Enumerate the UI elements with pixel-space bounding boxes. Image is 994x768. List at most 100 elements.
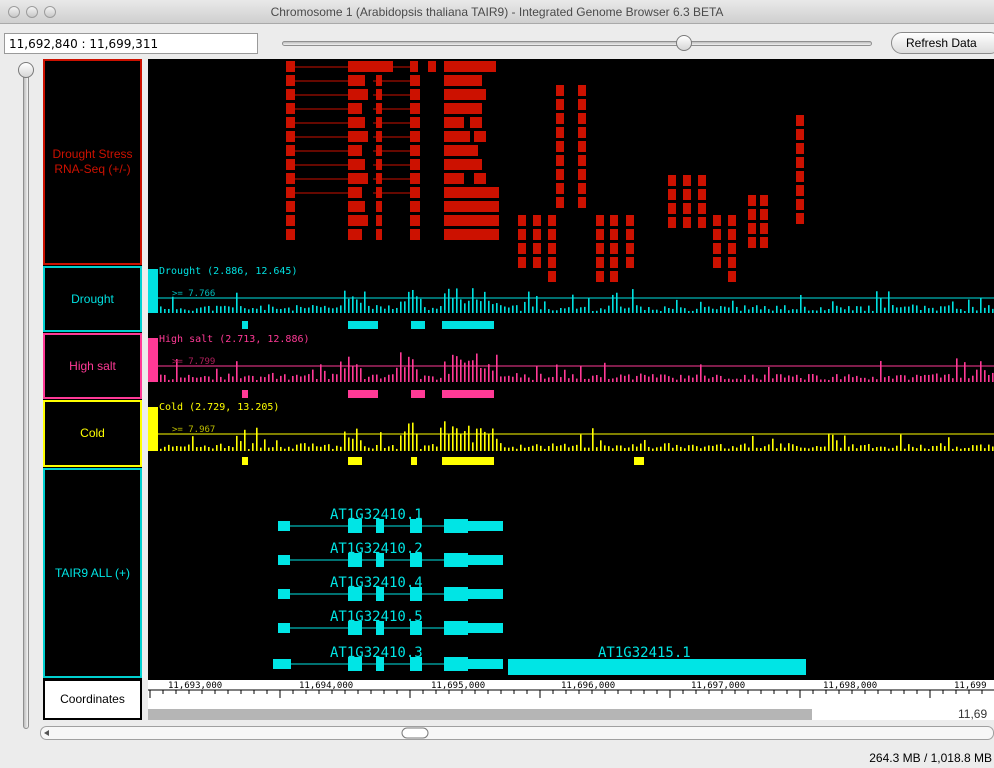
coverage-bar: [988, 374, 990, 382]
coverage-bar: [928, 448, 930, 451]
coverage-bar: [668, 443, 670, 451]
track-label-tair9[interactable]: TAIR9 ALL (+): [43, 468, 142, 678]
coverage-bar: [668, 307, 670, 313]
coverage-bar: [396, 448, 398, 451]
coverage-bar: [584, 378, 586, 382]
coverage-bar: [616, 377, 618, 382]
read-block: [596, 243, 604, 254]
window-zoom-icon[interactable]: [44, 6, 56, 18]
coverage-bar: [792, 309, 794, 313]
read-block: [668, 189, 676, 200]
coverage-bar: [600, 377, 602, 382]
read-block: [410, 103, 420, 114]
window-close-icon[interactable]: [8, 6, 20, 18]
gene-label-at1g32410-5[interactable]: AT1G32410.5: [330, 609, 423, 625]
coverage-bar: [428, 375, 430, 382]
coverage-bar: [424, 445, 426, 451]
coverage-bar: [456, 428, 458, 451]
scroll-thumb[interactable]: [401, 727, 429, 739]
coverage-bar: [884, 307, 886, 313]
coverage-bar: [244, 429, 246, 451]
refresh-data-button[interactable]: Refresh Data: [891, 32, 994, 54]
coverage-bar: [408, 423, 410, 451]
read-block: [578, 155, 586, 166]
coverage-bar: [372, 374, 374, 382]
coverage-bar: [976, 369, 978, 382]
coverage-bar: [184, 309, 186, 313]
coverage-bar: [484, 368, 486, 382]
track-view[interactable]: Drought (2.886, 12.645) >= 7.766 High sa…: [148, 59, 994, 680]
track-label-cold[interactable]: Cold: [43, 400, 142, 467]
coverage-bar: [288, 379, 290, 382]
coverage-bar: [300, 376, 302, 382]
horizontal-zoom-slider[interactable]: [282, 41, 872, 46]
coverage-bar: [360, 368, 362, 382]
coverage-bar: [652, 448, 654, 451]
coordinate-axis[interactable]: 11,693,000 11,694,000 11,695,000 11,696,…: [148, 680, 994, 720]
vertical-zoom-slider[interactable]: [23, 64, 29, 729]
coverage-bar: [936, 373, 938, 382]
coverage-bar: [920, 376, 922, 382]
coverage-bar: [536, 366, 538, 382]
coordinate-input[interactable]: [4, 33, 258, 54]
coverage-bar: [352, 438, 354, 451]
coverage-bar: [600, 440, 602, 451]
memory-readout: 264.3 MB / 1,018.8 MB: [869, 751, 992, 765]
coverage-bar: [504, 306, 506, 313]
read-block: [444, 173, 464, 184]
coverage-bar: [376, 305, 378, 313]
track-label-high-salt[interactable]: High salt: [43, 333, 142, 399]
coverage-bar: [608, 305, 610, 313]
coverage-bar: [848, 374, 850, 382]
read-block: [698, 217, 706, 228]
coverage-bar: [888, 291, 890, 313]
scroll-track[interactable]: [40, 726, 994, 740]
read-block: [796, 213, 804, 224]
coverage-bar: [736, 378, 738, 382]
track-label-coordinates[interactable]: Coordinates: [43, 679, 142, 720]
track-label-drought[interactable]: Drought: [43, 266, 142, 332]
scroll-left-icon[interactable]: [44, 730, 49, 736]
horizontal-scrollbar[interactable]: [40, 726, 994, 740]
track-canvas[interactable]: Drought (2.886, 12.645) >= 7.766 High sa…: [148, 59, 994, 680]
gene-label-at1g32410-3[interactable]: AT1G32410.3: [330, 645, 423, 661]
read-block: [410, 173, 420, 184]
coverage-bar: [396, 307, 398, 313]
coverage-bar: [728, 378, 730, 382]
coverage-bar: [456, 356, 458, 382]
coverage-bar: [416, 433, 418, 451]
coverage-bar: [616, 292, 618, 313]
coverage-bar: [200, 377, 202, 382]
coverage-bar: [748, 379, 750, 382]
read-block: [410, 117, 420, 128]
read-block: [548, 229, 556, 240]
coverage-bar: [404, 301, 406, 313]
coverage-bar: [440, 377, 442, 382]
read-block: [578, 169, 586, 180]
gene-label-at1g32415-1[interactable]: AT1G32415.1: [598, 645, 691, 661]
coverage-bar: [788, 443, 790, 451]
track-label-drought-stress[interactable]: Drought Stress RNA-Seq (+/-): [43, 59, 142, 265]
coverage-bar: [492, 304, 494, 313]
read-block: [410, 75, 420, 86]
coverage-bar: [732, 300, 734, 313]
coverage-bar: [964, 448, 966, 451]
coverage-bar: [752, 374, 754, 382]
horizontal-zoom-thumb[interactable]: [676, 35, 692, 51]
gene-label-at1g32410-2[interactable]: AT1G32410.2: [330, 541, 423, 557]
coverage-bar: [336, 307, 338, 313]
coverage-bar: [568, 307, 570, 313]
coverage-bar: [860, 445, 862, 451]
window-minimize-icon[interactable]: [26, 6, 38, 18]
vertical-zoom-thumb[interactable]: [18, 62, 34, 78]
gene-label-at1g32410-4[interactable]: AT1G32410.4: [330, 575, 423, 591]
coverage-bar: [432, 307, 434, 313]
coverage-bar: [524, 447, 526, 451]
coverage-bar: [436, 446, 438, 451]
coverage-bar: [760, 379, 762, 382]
coverage-bar: [592, 310, 594, 313]
coverage-bar: [644, 374, 646, 382]
coverage-bar: [736, 306, 738, 313]
gene-label-at1g32410-1[interactable]: AT1G32410.1: [330, 507, 423, 523]
coverage-bar: [912, 377, 914, 382]
